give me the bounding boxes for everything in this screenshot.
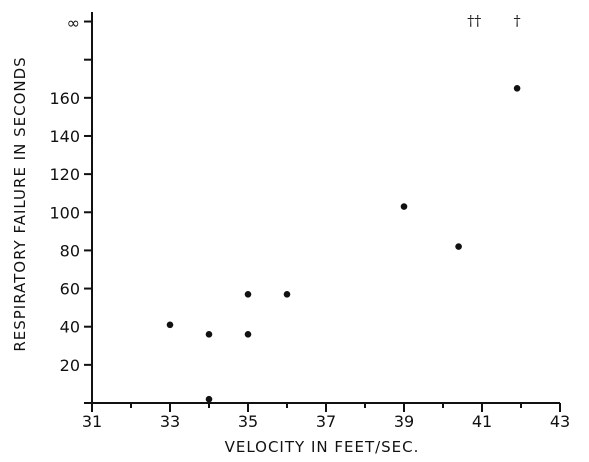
x-tick-label: 39 — [394, 412, 414, 431]
data-point — [244, 290, 252, 298]
data-point — [244, 331, 252, 338]
x-tick-label: 31 — [82, 412, 102, 431]
y-tick-label: 120 — [49, 165, 80, 184]
x-tick-label: 41 — [472, 412, 492, 431]
y-tick-label: 80 — [60, 241, 80, 260]
y-axis-ticks: 20 40 60 80 100 120 140 160 ∞ — [49, 14, 92, 404]
data-points — [166, 84, 521, 403]
x-tick-label: 35 — [238, 412, 258, 431]
data-point — [513, 84, 521, 92]
x-tick-label: 43 — [550, 412, 570, 431]
data-point — [400, 203, 408, 210]
x-tick-label: 37 — [316, 412, 336, 431]
dagger-annotation: † — [514, 14, 521, 30]
data-point — [166, 321, 174, 329]
data-point — [283, 290, 291, 298]
x-axis-title: VELOCITY IN FEET/SEC. — [225, 438, 420, 456]
y-tick-label: 140 — [49, 127, 80, 146]
data-point — [205, 395, 213, 403]
dagger-annotation: †† — [467, 14, 481, 30]
data-point — [205, 331, 213, 338]
axes — [91, 12, 560, 404]
annotations: †† † — [467, 14, 520, 30]
y-tick-label: 20 — [60, 356, 80, 375]
y-tick-label: 40 — [60, 318, 80, 337]
y-infinity-tick-label: ∞ — [67, 14, 80, 33]
x-axis-ticks: 31 33 35 37 39 41 43 — [82, 403, 570, 431]
y-tick-label: 100 — [49, 203, 80, 222]
x-tick-label: 33 — [160, 412, 180, 431]
y-tick-label: 160 — [49, 89, 80, 108]
y-axis-title: RESPIRATORY FAILURE IN SECONDS — [11, 56, 29, 351]
data-point — [455, 243, 462, 250]
y-tick-label: 60 — [60, 280, 80, 299]
